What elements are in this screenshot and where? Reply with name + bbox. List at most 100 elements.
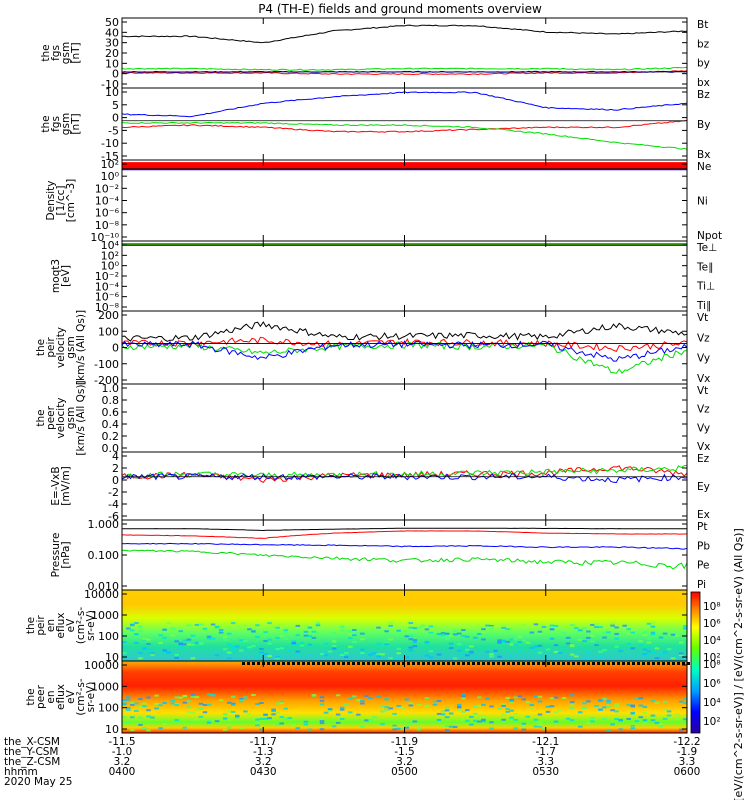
heatmap-cell [682,625,688,628]
heatmap-cell [469,652,474,655]
heatmap-cell [255,624,260,627]
heatmap-cell [436,712,442,715]
heatmap-cell [509,699,514,702]
heatmap-cell [437,662,440,665]
heatmap-cell [146,648,151,651]
heatmap-cell [388,657,393,660]
heatmap-cell [666,710,672,713]
footer-value: 0600 [674,766,701,778]
heatmap-cell [501,640,506,643]
heatmap-cell [428,650,434,653]
heatmap-cell [218,699,224,702]
heatmap-cell [158,727,163,730]
ylabel-vpeer: thepeervelocitygsm[km/s (All Qs)] [35,380,87,455]
heatmap-cell [448,647,454,650]
heatmap-cell [481,718,486,721]
heatmap-cell [440,713,446,716]
heatmap-cell [323,711,329,714]
footer-value: -12.1 [532,736,559,748]
ylabel-line: (cm²-s- [75,607,87,645]
heatmap-cell [533,725,539,728]
heatmap-cell [440,725,446,728]
heatmap-cell [444,729,450,732]
heatmap-cell [461,634,466,637]
ytick-label: -5 [108,124,119,137]
colorbar-gradient [690,591,701,734]
heatmap-cell [267,655,272,658]
heatmap-cell [368,697,373,700]
heatmap-cell [461,697,466,700]
heatmap-cell [529,646,535,649]
ytick-label: 0 [112,68,119,81]
heatmap-cell [574,655,579,658]
heatmap-cell [218,628,224,631]
ylabel-line: peir [45,337,57,358]
heatmap-cell [461,693,466,696]
heatmap-cell [283,629,288,632]
ytick-label: 0.8 [102,394,120,407]
heatmap-cell [198,715,204,718]
heatmap-cell [182,694,188,697]
heatmap-cell [637,662,640,665]
heatmap-cell [327,709,333,712]
heatmap-cell [295,727,301,730]
heatmap-cell [239,649,244,652]
heatmap-cell [251,693,256,696]
heatmap-cell [682,718,688,721]
legend-item: bx [697,77,710,89]
heatmap-cell [194,641,200,644]
heatmap-cell [461,653,466,656]
heatmap-cell [657,662,660,665]
heatmap-cell [352,695,357,698]
heatmap-cell [602,631,607,634]
heatmap-cell [122,652,127,655]
ytick-label: 0 [112,112,119,125]
ylabel-line: Density [45,181,57,221]
heatmap-cell [630,630,636,633]
heatmap-cell [247,628,252,631]
heatmap-cell [226,632,232,635]
heatmap-cell [416,726,422,729]
heatmap-cell [465,635,470,638]
heatmap-cell [537,662,540,665]
heatmap-cell [456,632,462,635]
heatmap-cell [134,702,139,705]
heatmap-cell [396,704,401,707]
heatmap-cell [138,716,143,719]
heatmap-cell [130,629,135,632]
ylabel-line: sr-eV) [85,610,97,641]
ylabel-line: the [35,409,47,426]
heatmap-cell [626,704,631,707]
heatmap-cell [170,627,175,630]
heatmap-cell [194,696,200,699]
heatmap-cell [521,698,527,701]
heatmap-cell [138,657,143,660]
heatmap-cell [182,726,188,729]
heatmap-cell [222,648,228,651]
heatmap-cell [287,662,290,665]
heatmap-cell [626,632,631,635]
heatmap-cell [473,705,478,708]
heatmap-cell [456,709,462,712]
heatmap-cell [287,717,292,720]
heatmap-cell [130,729,135,732]
legend-item: Ez [697,453,710,465]
heatmap-cell [461,695,466,698]
heatmap-cell [465,654,470,657]
heatmap-cell [323,654,329,657]
ytick-label: -4 [108,498,119,511]
heatmap-cell [448,712,454,715]
heatmap-cell [404,724,410,727]
heatmap-cell [146,729,151,732]
heatmap-cell [602,697,607,700]
heatmap-cell [489,627,494,630]
heatmap-cell [295,650,301,653]
heatmap-cell [467,662,470,665]
heatmap-cell [606,627,611,630]
heatmap-cell [567,662,570,665]
heatmap-cell [226,651,232,654]
heatmap-cell [537,713,543,716]
legend-item: Vx [697,441,710,453]
footer-row-label: the_Z-CSM [4,756,60,768]
